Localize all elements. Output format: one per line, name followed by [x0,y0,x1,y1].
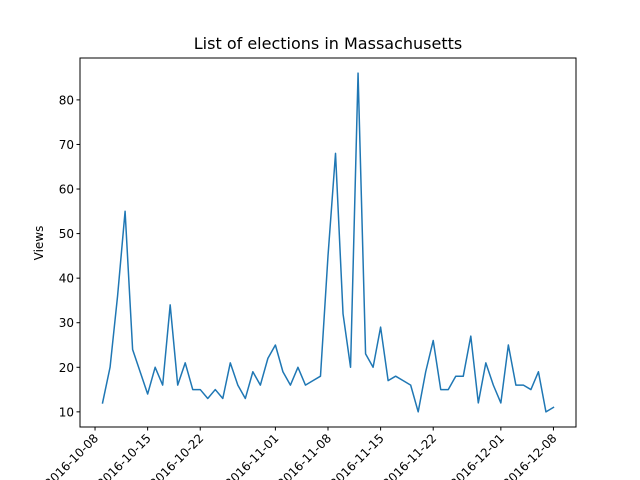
x-tick-label: 2016-11-08 [275,431,334,480]
y-tick-label: 80 [59,93,74,107]
x-tick-label: 2016-12-01 [448,431,507,480]
y-tick-label: 40 [59,272,74,286]
y-tick-label: 20 [59,361,74,375]
x-tick-label: 2016-10-22 [147,431,206,480]
x-tick-label: 2016-11-01 [222,431,281,480]
series-layer [101,72,555,413]
series-line [101,72,555,413]
x-tick-label: 2016-12-08 [500,431,559,480]
x-tick-label: 2016-11-22 [380,431,439,480]
chart-title: List of elections in Massachusetts [194,34,462,53]
y-tick-label: 10 [59,405,74,419]
y-tick-label: 70 [59,138,74,152]
y-axis-label: Views [32,226,46,261]
x-tick-label: 2016-11-15 [328,431,387,480]
y-tick-label: 50 [59,227,74,241]
y-tick-label: 30 [59,316,74,330]
x-tick-label: 2016-10-08 [42,431,101,480]
ticks-layer: 10203040506070802016-10-082016-10-152016… [42,93,560,480]
y-tick-label: 60 [59,183,74,197]
plot-frame [79,57,577,428]
x-tick-label: 2016-10-15 [95,431,154,480]
